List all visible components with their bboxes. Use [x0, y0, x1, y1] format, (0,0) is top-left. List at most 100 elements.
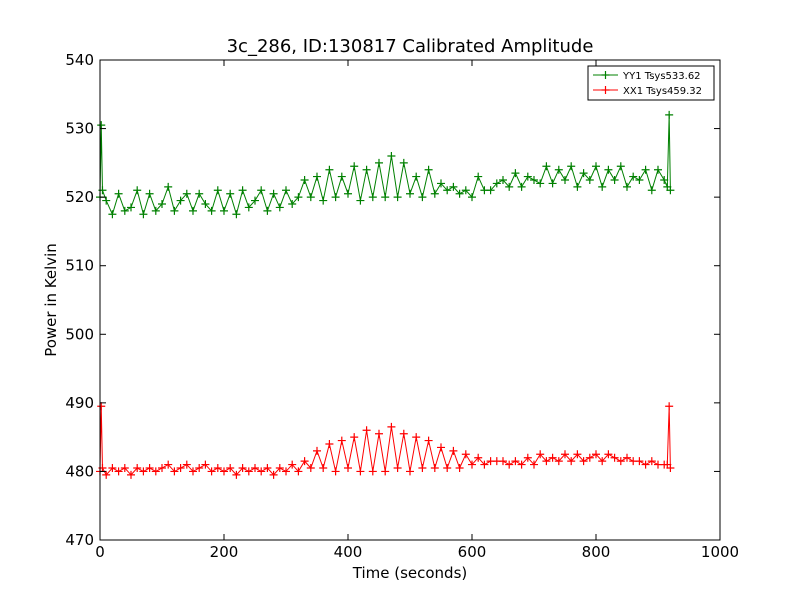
data-point [232, 470, 241, 479]
data-point [647, 186, 656, 195]
y-tick-label: 490 [65, 394, 94, 412]
data-point [499, 457, 507, 466]
data-point [641, 165, 650, 174]
x-axis-label: Time (seconds) [352, 564, 468, 582]
data-point [542, 162, 551, 171]
data-point [133, 464, 142, 472]
data-point [362, 426, 371, 435]
data-point [548, 179, 557, 188]
data-point [505, 460, 514, 469]
data-point [158, 200, 166, 208]
data-point [269, 189, 278, 198]
data-point [517, 182, 526, 191]
x-tick-label: 0 [95, 543, 105, 561]
data-point [238, 186, 247, 195]
data-point [170, 206, 179, 215]
data-point [207, 467, 216, 476]
data-point [356, 467, 365, 476]
data-point [536, 179, 545, 188]
data-point [443, 186, 452, 195]
data-point [201, 460, 210, 469]
plot-area [96, 59, 721, 541]
data-point [220, 206, 228, 215]
data-point [269, 470, 278, 479]
y-tick-label: 530 [65, 120, 94, 138]
data-point [220, 467, 228, 476]
data-point [294, 193, 303, 202]
data-point [424, 436, 433, 445]
y-axis-label: Power in Kelvin [42, 243, 60, 357]
data-point [127, 203, 135, 212]
data-point [182, 460, 191, 469]
data-point [412, 433, 421, 442]
data-point [189, 467, 197, 476]
data-point [226, 464, 235, 472]
data-point [573, 182, 582, 191]
data-point [108, 464, 117, 472]
data-point [145, 464, 154, 472]
data-point [623, 182, 631, 191]
data-point [356, 196, 365, 205]
data-point [561, 176, 569, 184]
data-point [306, 464, 315, 472]
data-point [282, 467, 290, 476]
legend-box [587, 65, 715, 101]
data-point [381, 467, 390, 476]
y-tick-label: 470 [65, 531, 94, 549]
data-point [226, 189, 235, 198]
data-point [665, 402, 674, 411]
x-tick-label: 600 [458, 543, 487, 561]
data-point [368, 467, 377, 476]
data-point [337, 436, 346, 445]
series-xx1 [96, 402, 675, 479]
chart-title: 3c_286, ID:130817 Calibrated Amplitude [227, 36, 594, 57]
data-point [629, 172, 638, 181]
data-point [592, 450, 600, 459]
data-point [313, 172, 321, 181]
data-point [579, 457, 588, 466]
series-yy1 [96, 110, 675, 219]
data-point [598, 457, 607, 466]
data-point [244, 467, 253, 476]
data-point [139, 210, 148, 219]
data-point [300, 176, 309, 184]
data-point [455, 464, 464, 472]
data-point [275, 203, 284, 212]
data-point [666, 186, 675, 195]
data-point [164, 460, 173, 469]
data-point [437, 179, 445, 188]
data-point [623, 453, 631, 462]
data-point [418, 464, 427, 472]
data-point [542, 457, 551, 466]
data-point [387, 152, 396, 160]
data-point [313, 446, 321, 455]
legend: YY1 Tsys533.62 XX1 Tsys459.32 [587, 65, 715, 101]
data-point [189, 206, 197, 215]
data-point [635, 176, 644, 184]
data-point [616, 457, 625, 466]
data-point [511, 169, 520, 178]
data-point [362, 165, 371, 174]
data-point [344, 189, 352, 198]
data-point [554, 165, 563, 174]
series-layer [96, 110, 675, 479]
data-point [474, 453, 483, 462]
data-point [424, 165, 433, 174]
data-point [517, 460, 526, 469]
y-tick-label: 520 [65, 188, 94, 206]
data-point [306, 193, 315, 202]
data-point [195, 464, 204, 472]
x-axis: 0 200 400 600 800 1000 [95, 60, 739, 561]
data-point [331, 467, 340, 476]
data-point [170, 467, 179, 476]
data-point [461, 450, 470, 459]
data-point [567, 162, 576, 171]
y-tick-label: 510 [65, 257, 94, 275]
data-point [406, 467, 414, 476]
data-point [244, 203, 253, 212]
data-point [449, 182, 458, 191]
data-point [468, 193, 476, 202]
data-point [257, 467, 266, 476]
y-tick-label: 480 [65, 462, 94, 480]
data-point [530, 176, 538, 184]
